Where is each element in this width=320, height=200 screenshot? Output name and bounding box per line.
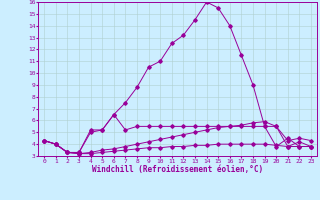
X-axis label: Windchill (Refroidissement éolien,°C): Windchill (Refroidissement éolien,°C) bbox=[92, 165, 263, 174]
